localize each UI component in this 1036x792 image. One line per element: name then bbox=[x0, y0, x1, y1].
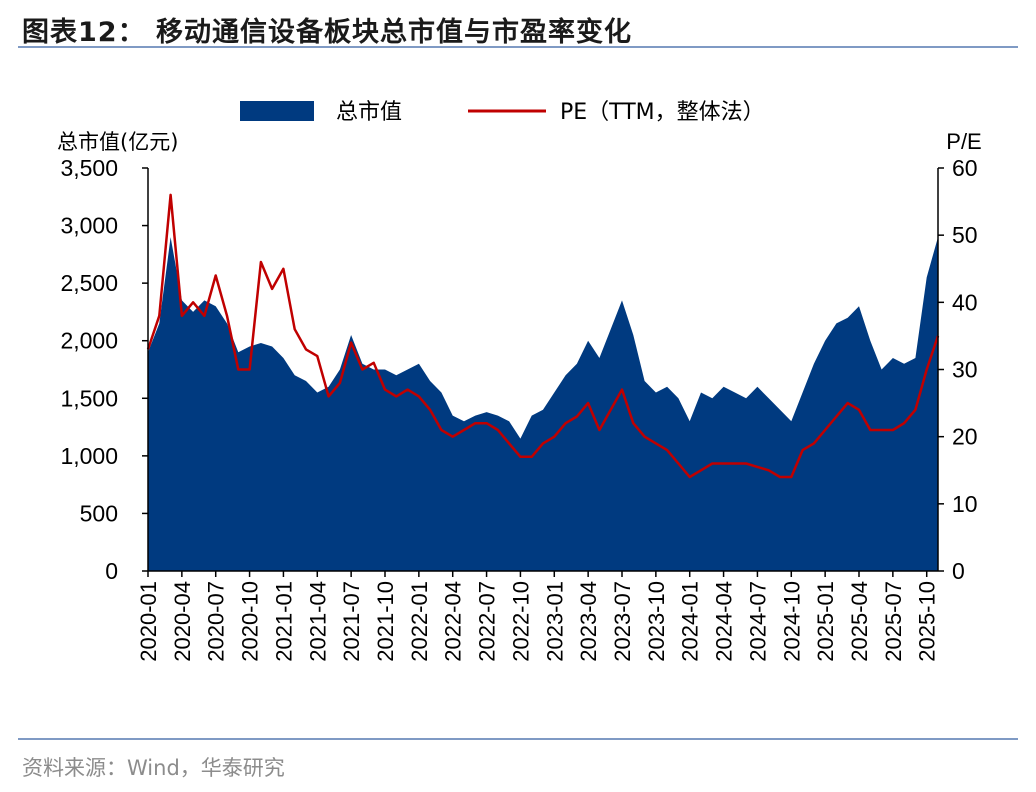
top-divider bbox=[18, 46, 1018, 48]
legend-swatch-market-cap bbox=[240, 101, 314, 121]
series-area-market-cap bbox=[148, 237, 938, 571]
legend-label-pe: PE（TTM，整体法） bbox=[560, 100, 765, 125]
x-tick-label: 2021-01 bbox=[271, 581, 296, 662]
legend-label-market-cap: 总市值 bbox=[336, 100, 402, 125]
x-tick-label: 2021-07 bbox=[339, 581, 364, 662]
source-note: 资料来源：Wind，华泰研究 bbox=[22, 756, 285, 780]
x-tick-label: 2020-01 bbox=[136, 581, 161, 662]
x-tick-label: 2023-04 bbox=[576, 581, 601, 662]
left-tick-label: 2,000 bbox=[60, 328, 118, 354]
x-tick-label: 2024-10 bbox=[779, 581, 804, 662]
right-tick-label: 10 bbox=[952, 491, 978, 517]
x-tick-label: 2025-01 bbox=[813, 581, 838, 662]
x-tick-label: 2024-07 bbox=[745, 581, 770, 662]
left-tick-label: 0 bbox=[105, 558, 118, 584]
legend: 总市值 PE（TTM，整体法） bbox=[240, 100, 765, 125]
x-tick-label: 2020-04 bbox=[170, 581, 195, 662]
right-axis-title: P/E bbox=[946, 129, 981, 154]
x-tick-label: 2021-04 bbox=[305, 581, 330, 662]
bottom-divider bbox=[18, 738, 1018, 740]
left-tick-label: 1,000 bbox=[60, 443, 118, 469]
left-tick-label: 3,000 bbox=[60, 213, 118, 239]
right-tick-label: 40 bbox=[952, 289, 978, 315]
x-tick-label: 2022-07 bbox=[475, 581, 500, 662]
right-tick-label: 50 bbox=[952, 222, 978, 248]
x-tick-label: 2023-10 bbox=[644, 581, 669, 662]
right-tick-label: 30 bbox=[952, 357, 978, 383]
x-tick-label: 2024-01 bbox=[678, 581, 703, 662]
x-tick-label: 2022-01 bbox=[407, 581, 432, 662]
x-tick-label: 2025-10 bbox=[915, 581, 940, 662]
chart-title: 图表12： 移动通信设备板块总市值与市盈率变化 bbox=[22, 17, 632, 48]
left-axis-title: 总市值(亿元) bbox=[57, 130, 178, 154]
x-tick-label: 2020-07 bbox=[204, 581, 229, 662]
x-tick-label: 2024-04 bbox=[712, 581, 737, 662]
right-tick-label: 0 bbox=[952, 558, 965, 584]
left-tick-label: 3,500 bbox=[60, 155, 118, 181]
x-tick-label: 2022-04 bbox=[441, 581, 466, 662]
left-tick-label: 2,500 bbox=[60, 270, 118, 296]
left-tick-label: 1,500 bbox=[60, 385, 118, 411]
plot-area: 0 500 1,000 1,500 2,000 2,500 3,000 3,500 0 10 20 3… bbox=[60, 155, 977, 662]
x-tick-label: 2022-10 bbox=[508, 581, 533, 662]
x-tick-label: 2023-07 bbox=[610, 581, 635, 662]
chart-canvas: 总市值 PE（TTM，整体法） 总市值(亿元) P/E 05001,0001,5… bbox=[57, 100, 982, 662]
right-tick-label: 60 bbox=[952, 155, 978, 181]
x-tick-label: 2021-10 bbox=[373, 581, 398, 662]
left-tick-label: 500 bbox=[80, 500, 118, 526]
x-tick-label: 2020-10 bbox=[238, 581, 263, 662]
series-line-pe bbox=[146, 193, 940, 479]
right-tick-label: 20 bbox=[952, 424, 978, 450]
x-tick-label: 2025-07 bbox=[881, 581, 906, 662]
x-tick-label: 2023-01 bbox=[542, 581, 567, 662]
x-tick-label: 2025-04 bbox=[847, 581, 872, 662]
